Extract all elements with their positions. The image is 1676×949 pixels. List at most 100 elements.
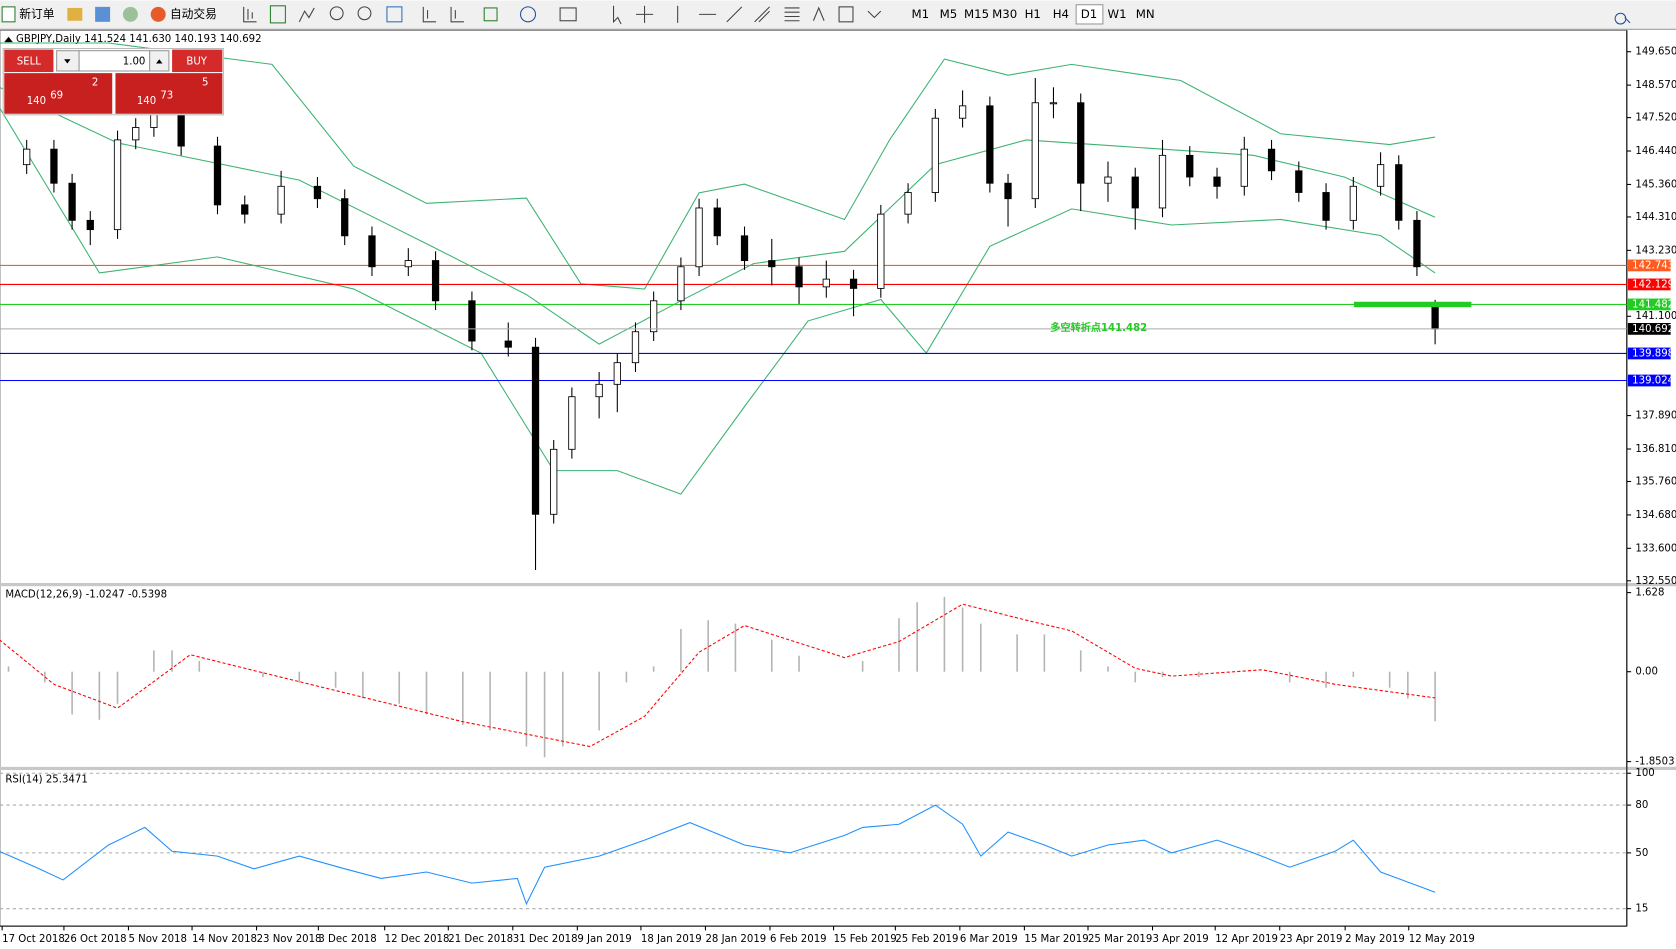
- bid-box[interactable]: [4, 73, 113, 114]
- x-tick-label: 12 Dec 2018: [385, 934, 450, 945]
- icon[interactable]: [357, 6, 372, 21]
- x-tick-label: 15 Feb 2019: [834, 934, 897, 945]
- macd-title: MACD(12,26,9) -1.0247 -0.5398: [5, 590, 167, 601]
- cursor-icon[interactable]: [613, 5, 622, 25]
- candle-body: [713, 207, 721, 237]
- icon[interactable]: [243, 6, 257, 23]
- y-tick-label: 146.440: [1635, 146, 1676, 157]
- icon[interactable]: [812, 6, 825, 21]
- candle-body: [113, 139, 122, 231]
- x-tick-label: 3 Apr 2019: [1153, 934, 1209, 945]
- icon[interactable]: [329, 6, 344, 21]
- search-icon[interactable]: [1614, 12, 1631, 25]
- candle-body: [613, 362, 621, 385]
- x-tick-label: 28 Jan 2019: [705, 934, 766, 945]
- candle-body: [1413, 219, 1421, 268]
- x-tick-label: 6 Feb 2019: [770, 934, 827, 945]
- icon[interactable]: [726, 6, 743, 23]
- icon[interactable]: [122, 6, 138, 22]
- buy-button[interactable]: [172, 49, 223, 73]
- candle-body: [1349, 185, 1357, 221]
- active-timeframe: [1075, 4, 1104, 25]
- x-tick-label: 18 Jan 2019: [641, 934, 702, 945]
- candle-body: [468, 300, 476, 342]
- sell-label[interactable]: SELL: [17, 56, 41, 67]
- candle-body: [1395, 164, 1403, 221]
- price-level-tag: [1627, 259, 1671, 272]
- icon[interactable]: [838, 6, 854, 23]
- new-order[interactable]: 新订单: [19, 7, 54, 21]
- candle-body: [241, 204, 249, 215]
- sell-button[interactable]: [4, 49, 54, 73]
- icon[interactable]: [784, 7, 800, 22]
- candle-body: [313, 185, 322, 200]
- price-level-label: 139.898: [1632, 348, 1674, 359]
- candle-body: [431, 260, 440, 302]
- timeframe-button[interactable]: M30: [992, 7, 1017, 21]
- timeframe-button[interactable]: W1: [1108, 7, 1127, 21]
- bid-big: 140: [27, 96, 46, 107]
- icon[interactable]: [483, 7, 498, 22]
- y-tick-label: 80: [1635, 800, 1648, 811]
- price-level-tag: [1627, 298, 1671, 311]
- timeframe-button[interactable]: H4: [1053, 7, 1069, 21]
- timeframe-button[interactable]: M15: [964, 7, 989, 21]
- icon[interactable]: [298, 7, 315, 23]
- trade-panel: SELL 1.00 BUY 140 69 2 140 73 5: [2, 48, 224, 116]
- x-tick-label: 3 Dec 2018: [318, 934, 376, 945]
- icon[interactable]: [559, 7, 577, 22]
- candle-body: [1131, 176, 1139, 209]
- candle-body: [1031, 102, 1039, 200]
- buy-label[interactable]: BUY: [186, 56, 207, 67]
- ask-box[interactable]: [115, 73, 223, 114]
- lots[interactable]: 1.00: [123, 56, 146, 67]
- x-tick-label: 12 Apr 2019: [1215, 934, 1278, 945]
- icon[interactable]: [386, 6, 403, 23]
- auto-trading[interactable]: 自动交易: [170, 7, 217, 21]
- timeframe-button[interactable]: D1: [1081, 7, 1098, 21]
- current-price-label: 140.692: [1632, 324, 1674, 335]
- x-tick-label: 25 Mar 2019: [1088, 934, 1152, 945]
- y-tick-label: 137.890: [1635, 411, 1676, 422]
- icon[interactable]: [450, 6, 464, 23]
- candle-body: [213, 145, 222, 206]
- new-order-icon[interactable]: [1, 6, 16, 23]
- icon[interactable]: [95, 6, 111, 22]
- y-tick-label: 136.810: [1635, 444, 1676, 455]
- auto-trading-icon[interactable]: [150, 6, 166, 22]
- x-tick-label: 31 Dec 2018: [513, 934, 578, 945]
- price-level-label: 142.743: [1632, 260, 1674, 271]
- icon[interactable]: [520, 6, 537, 23]
- timeframe-button[interactable]: MN: [1136, 7, 1155, 21]
- icon[interactable]: [269, 5, 286, 24]
- macd-signal: [0, 603, 1436, 748]
- candle-body: [904, 192, 912, 215]
- icon[interactable]: [422, 6, 437, 23]
- candle-body: [1322, 192, 1330, 221]
- price-level-label: 141.482: [1632, 299, 1674, 310]
- candle-body: [277, 185, 285, 215]
- icon[interactable]: [754, 6, 770, 23]
- y-tick-label: 145.360: [1635, 179, 1676, 190]
- pane-separator: [0, 766, 1676, 771]
- icon[interactable]: [67, 7, 83, 21]
- timeframe-button[interactable]: H1: [1025, 7, 1041, 21]
- candle-body: [595, 383, 603, 398]
- x-tick-label: 6 Mar 2019: [960, 934, 1018, 945]
- candle-body: [23, 148, 31, 166]
- timeframe-button[interactable]: M5: [940, 7, 958, 21]
- candle-body: [822, 278, 830, 288]
- candle-body: [531, 346, 540, 515]
- y-tick-label: 50: [1635, 848, 1648, 859]
- arrow: [156, 59, 163, 64]
- candle-body: [1077, 102, 1085, 184]
- candle-body: [341, 198, 349, 237]
- chart-area: [0, 29, 1628, 927]
- x-tick-label: 21 Dec 2018: [448, 934, 513, 945]
- crosshair-icon[interactable]: [635, 5, 654, 23]
- candle-body: [68, 182, 76, 221]
- y-tick-label: 147.520: [1635, 113, 1676, 124]
- icon[interactable]: [867, 10, 882, 19]
- timeframe-button[interactable]: M1: [911, 7, 929, 21]
- current-price-tag: [1627, 323, 1671, 335]
